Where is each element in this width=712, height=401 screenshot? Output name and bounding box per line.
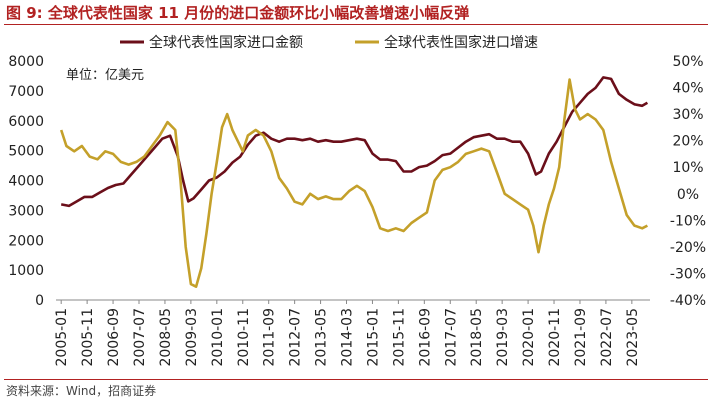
x-tick-label: 2012-07 xyxy=(288,308,304,367)
x-tick-label: 2019-03 xyxy=(495,308,511,367)
x-tick-label: 2022-07 xyxy=(599,308,615,367)
x-tick-label: 2017-07 xyxy=(443,308,459,367)
y-right-tick-label: 40% xyxy=(672,81,703,97)
y-left-tick-label: 4000 xyxy=(8,174,44,190)
legend: 全球代表性国家进口金额 全球代表性国家进口增速 xyxy=(120,34,538,51)
y-right-tick-label: -40% xyxy=(670,293,706,309)
legend-label-growth: 全球代表性国家进口增速 xyxy=(384,34,538,51)
x-tick-label: 2020-11 xyxy=(547,308,563,367)
y-left-tick-label: 6000 xyxy=(8,114,44,130)
unit-label: 单位：亿美元 xyxy=(66,68,144,83)
source-rule xyxy=(4,379,708,380)
y-right-tick-label: 10% xyxy=(672,160,703,176)
y-right-tick-label: 0% xyxy=(677,187,699,203)
x-tick-label: 2010-11 xyxy=(236,308,252,367)
y-left-tick-label: 8000 xyxy=(8,54,44,70)
x-tick-label: 2005-01 xyxy=(54,308,70,367)
x-tick-label: 2015-01 xyxy=(365,308,381,367)
legend-label-amount: 全球代表性国家进口金额 xyxy=(149,34,303,51)
x-tick-label: 2005-11 xyxy=(80,308,96,367)
x-tick-label: 2020-01 xyxy=(521,308,537,367)
axes: 0 1000 2000 3000 4000 5000 6000 7000 8000 -40% -30… xyxy=(8,54,706,367)
y-right-tick-label: 30% xyxy=(672,107,703,123)
x-tick-label: 2007-07 xyxy=(132,308,148,367)
x-tick-label: 2006-09 xyxy=(106,308,122,367)
y-left-tick-label: 1000 xyxy=(8,263,44,279)
series-line-import-amount xyxy=(60,76,649,208)
y-right-tick-label: -30% xyxy=(670,266,706,282)
y-left-tick-label: 7000 xyxy=(8,84,44,100)
x-tick-label: 2008-05 xyxy=(158,308,174,367)
title-rule xyxy=(4,24,708,25)
x-tick-label: 2018-05 xyxy=(469,308,485,367)
y-right-tick-label: -10% xyxy=(670,213,706,229)
y-right-tick-label: 20% xyxy=(672,134,703,150)
x-tick-label: 2015-11 xyxy=(391,308,407,367)
x-tick-label: 2014-03 xyxy=(340,308,356,367)
y-left-tick-label: 0 xyxy=(35,293,44,309)
y-right-tick-label: 50% xyxy=(672,54,703,70)
y-left-tick-label: 2000 xyxy=(8,233,44,249)
series-layer xyxy=(59,76,649,288)
dual-axis-line-chart: 全球代表性国家进口金额 全球代表性国家进口增速 单位：亿美元 0 1000 2000… xyxy=(8,34,706,367)
x-tick-label: 2010-01 xyxy=(210,308,226,367)
x-tick-label: 2016-09 xyxy=(417,308,433,367)
source-note: 资料来源：Wind，招商证券 xyxy=(6,384,157,398)
figure-title: 图 9: 全球代表性国家 11 月份的进口金额环比小幅改善增速小幅反弹 xyxy=(6,4,470,22)
x-tick-label: 2009-03 xyxy=(184,308,200,367)
x-tick-label: 2023-05 xyxy=(625,308,641,367)
y-left-tick-label: 5000 xyxy=(8,144,44,160)
y-right-tick-label: -20% xyxy=(670,240,706,256)
x-tick-label: 2021-09 xyxy=(573,308,589,367)
series-line-import-growth xyxy=(59,78,648,288)
x-tick-label: 2013-05 xyxy=(314,308,330,367)
x-tick-label: 2011-09 xyxy=(262,308,278,367)
y-left-tick-label: 3000 xyxy=(8,203,44,219)
